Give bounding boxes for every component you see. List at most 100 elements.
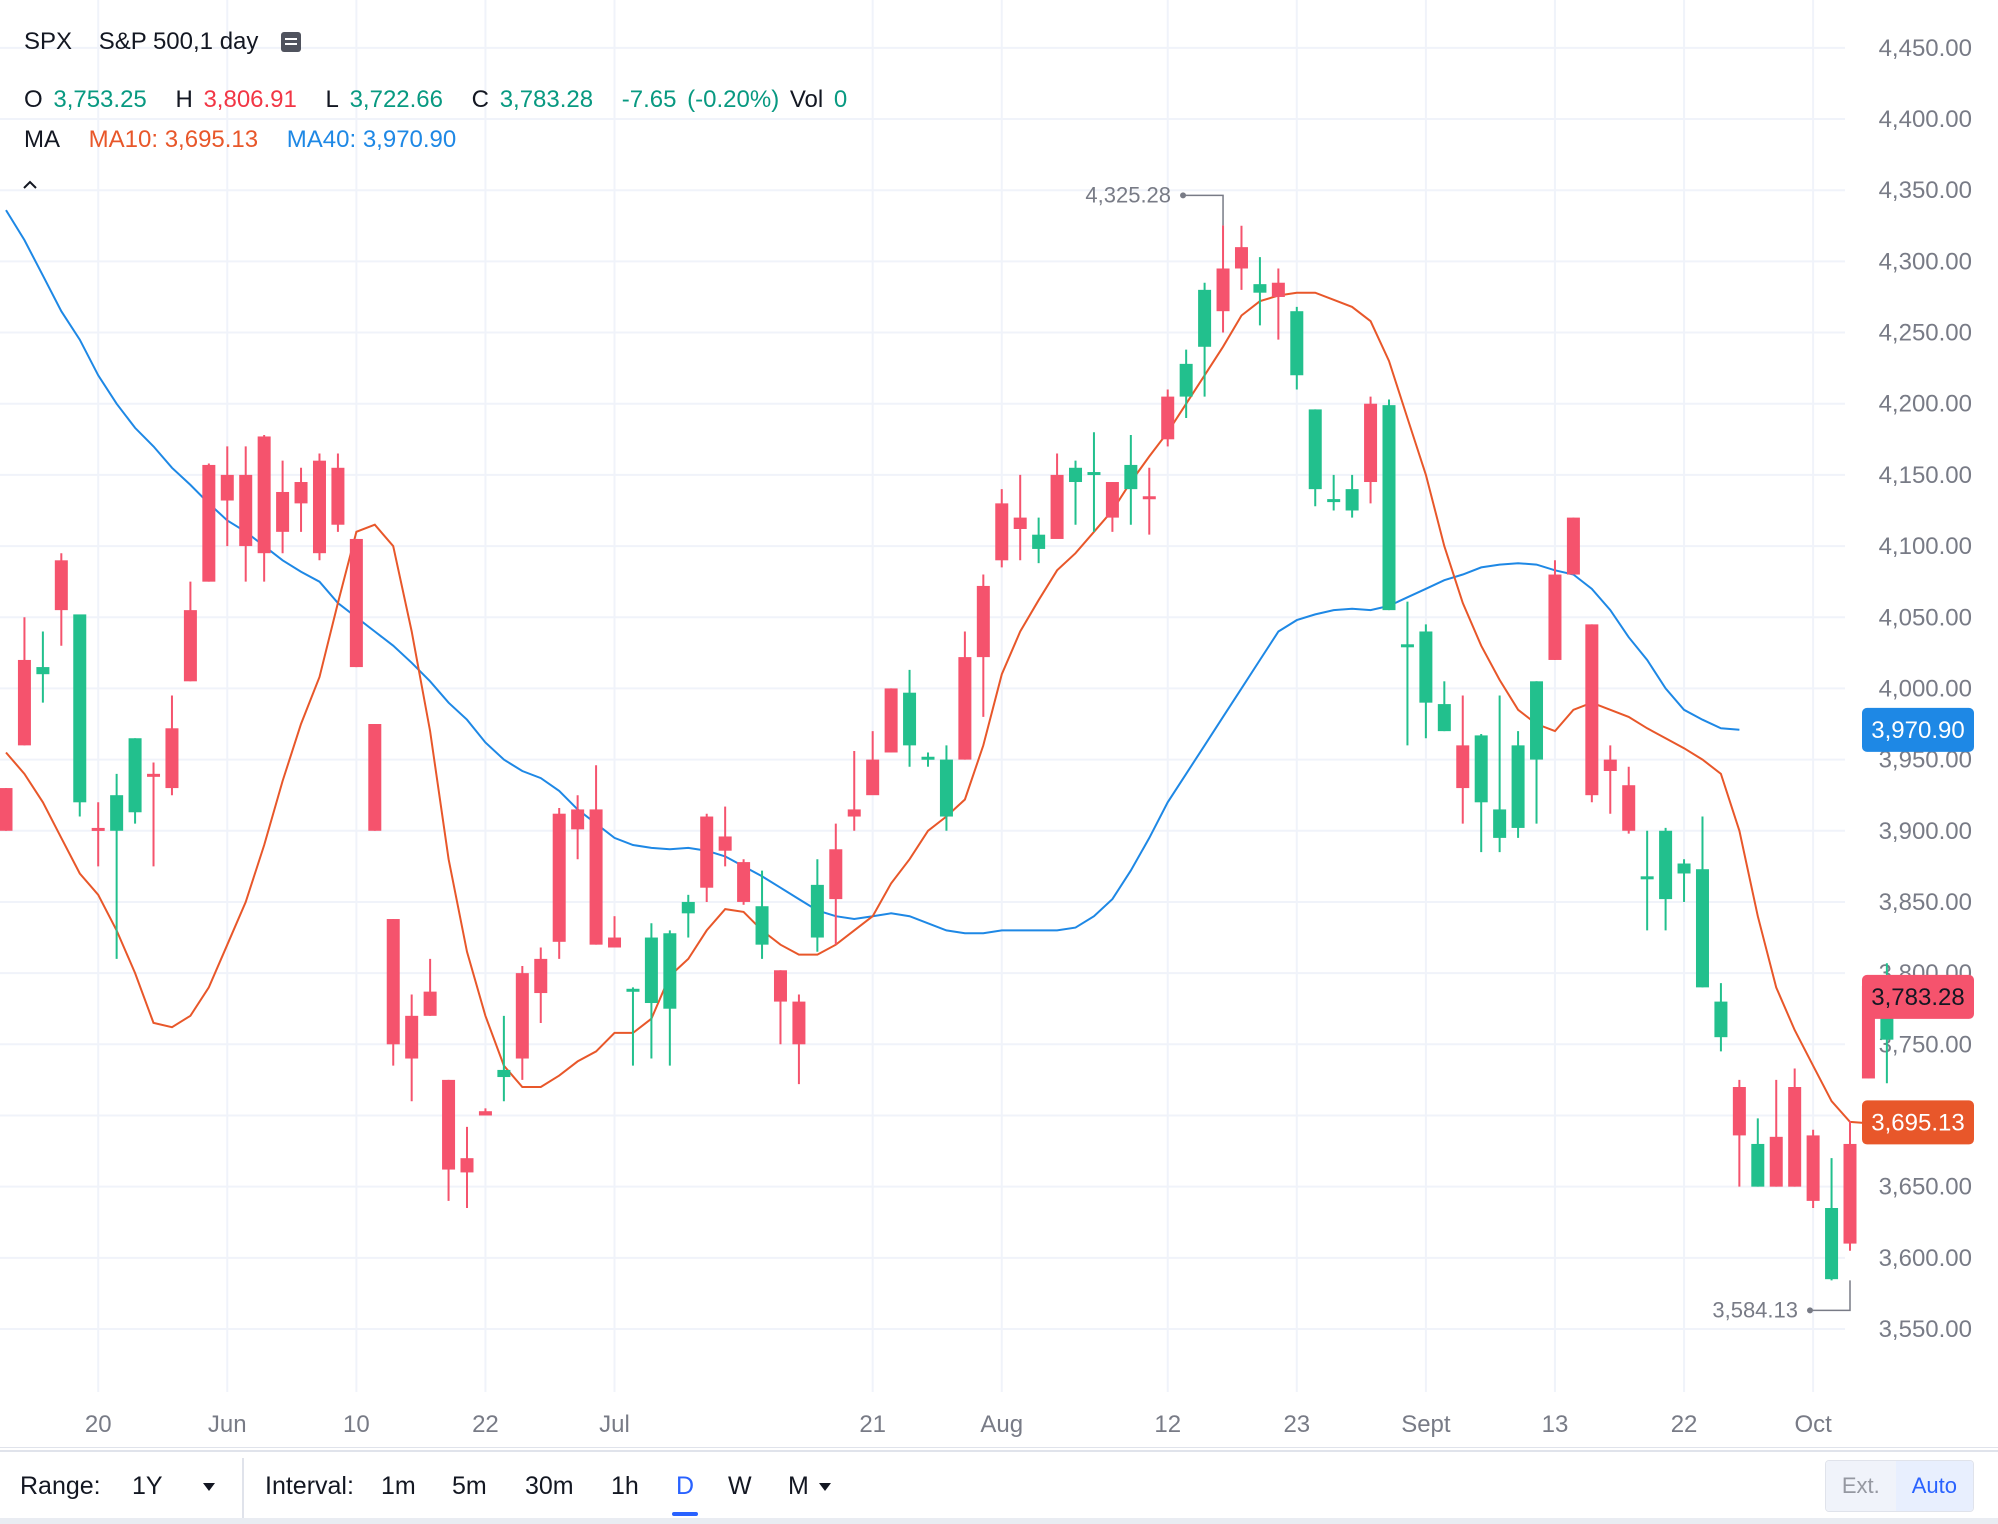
chevron-down-icon: [202, 1483, 215, 1491]
candle-body: [1769, 1136, 1783, 1187]
candle: [442, 1079, 456, 1201]
candle: [1400, 601, 1414, 746]
x-tick-label: 10: [343, 1411, 370, 1438]
candle-body: [1308, 409, 1322, 490]
candle: [1253, 257, 1267, 326]
interval-1m[interactable]: 1m: [381, 1472, 416, 1500]
range-select[interactable]: 1Y: [132, 1452, 215, 1522]
candle: [1695, 816, 1709, 988]
candle-body: [644, 937, 658, 1004]
candle-body: [1474, 735, 1488, 803]
candle: [147, 762, 161, 867]
candle-body: [1640, 876, 1654, 880]
candle: [755, 870, 769, 959]
interval-5m[interactable]: 5m: [452, 1472, 487, 1500]
candle: [1198, 282, 1212, 397]
auto-button[interactable]: Auto: [1895, 1461, 1973, 1511]
candle: [349, 538, 363, 668]
candle-body: [1603, 759, 1617, 771]
candle-body: [1714, 1001, 1728, 1038]
candle: [1714, 983, 1728, 1052]
low-label: L: [325, 86, 339, 113]
candle: [829, 823, 843, 945]
high-label: H: [175, 86, 193, 113]
candle: [1271, 268, 1285, 340]
candle: [626, 987, 640, 1066]
candle: [1364, 396, 1378, 504]
candle: [958, 631, 972, 760]
price-annotation: 3,584.13: [1712, 1280, 1851, 1322]
menu-icon[interactable]: [281, 32, 302, 52]
candle-body: [1050, 474, 1064, 539]
candle: [589, 765, 603, 945]
interval-w[interactable]: W: [728, 1472, 752, 1500]
candle-body: [1548, 574, 1562, 660]
candle: [1806, 1129, 1820, 1209]
chart-canvas[interactable]: 3,550.003,600.003,650.003,700.003,750.00…: [0, 0, 1998, 1448]
y-tick-label: 3,600.00: [1879, 1245, 1972, 1272]
candles: [0, 225, 1894, 1281]
price-tag: 3,783.28: [1862, 974, 1974, 1019]
y-tick-label: 4,000.00: [1879, 675, 1972, 702]
annotation-label: 3,584.13: [1712, 1297, 1798, 1322]
candle: [1511, 731, 1525, 838]
candle-body: [0, 788, 13, 831]
interval-d[interactable]: D: [671, 1452, 699, 1522]
candle-body: [866, 759, 880, 796]
candle-body: [1493, 809, 1507, 838]
candle: [866, 731, 880, 796]
candle: [1234, 225, 1248, 290]
candle-body: [1253, 284, 1267, 293]
interval-label: Interval:: [265, 1472, 354, 1500]
x-tick-label: 21: [859, 1411, 886, 1438]
candle-body: [1382, 405, 1396, 611]
price-tag-label: 3,970.90: [1871, 717, 1964, 744]
candle: [1640, 830, 1654, 931]
candle-body: [903, 692, 917, 746]
candle-body: [515, 973, 529, 1059]
annotation-leader: [1183, 194, 1224, 226]
candle-body: [17, 659, 31, 746]
candle: [976, 574, 990, 717]
candle: [608, 916, 622, 948]
candle: [1456, 695, 1470, 824]
y-axis: 3,550.003,600.003,650.003,700.003,750.00…: [1879, 35, 1972, 1343]
candle: [773, 970, 787, 1045]
bottom-toolbar: Range: 1Y Interval: 1m 5m 30m 1h D W M E…: [0, 1450, 1998, 1524]
y-tick-label: 3,900.00: [1879, 818, 1972, 845]
ext-button[interactable]: Ext.: [1825, 1461, 1896, 1511]
candle: [1493, 695, 1507, 853]
candle-body: [183, 610, 197, 682]
candle-body: [1732, 1087, 1746, 1136]
ma10-line: [5, 291, 1887, 1125]
x-tick-label: Oct: [1794, 1411, 1832, 1438]
candle-body: [331, 467, 345, 525]
candle-body: [792, 1001, 806, 1045]
annotation-dot: [1180, 192, 1187, 199]
candle: [1566, 517, 1580, 575]
candle-body: [589, 809, 603, 945]
interval-30m[interactable]: 30m: [525, 1472, 574, 1500]
interval-m-select[interactable]: M: [788, 1452, 831, 1522]
x-tick-label: 22: [1671, 1411, 1698, 1438]
candle: [1382, 399, 1396, 611]
candle-body: [976, 585, 990, 658]
candle: [718, 806, 732, 867]
symbol-label: SPX: [24, 28, 73, 55]
interval-1h[interactable]: 1h: [611, 1472, 639, 1500]
candle: [1142, 467, 1156, 535]
candle-body: [700, 816, 714, 888]
candle-body: [755, 906, 769, 945]
y-tick-label: 4,100.00: [1879, 533, 1972, 560]
candle: [1050, 453, 1064, 539]
candle: [939, 745, 953, 831]
candle: [847, 751, 861, 831]
candle-body: [257, 436, 271, 554]
candle-body: [1364, 403, 1378, 483]
y-tick-label: 3,750.00: [1879, 1031, 1972, 1058]
candle-body: [718, 836, 732, 851]
candle: [700, 813, 714, 902]
x-axis: 20 Jun 10 22 Jul 21 Aug 12 23 Sept 13 22 Oct: [85, 1411, 1832, 1438]
candle: [165, 695, 179, 796]
candle: [497, 1015, 511, 1102]
